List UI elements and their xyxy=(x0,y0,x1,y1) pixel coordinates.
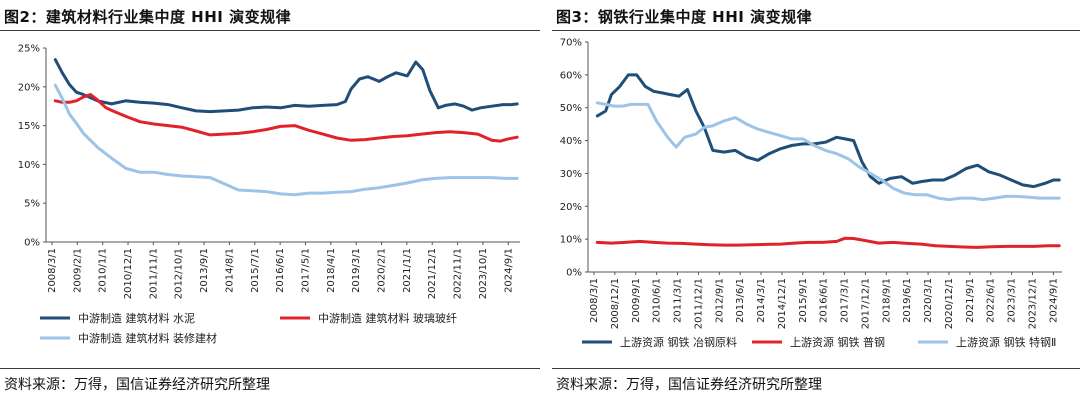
x-tick-label: 2021/12/1 xyxy=(427,248,438,299)
x-tick-label: 2012/10/1 xyxy=(174,248,185,299)
series-line xyxy=(595,101,1061,202)
x-tick-label: 2020/2/1 xyxy=(377,248,388,293)
legend-label: 上游资源 钢铁 特钢Ⅱ xyxy=(956,335,1056,349)
legend-label: 中游制造 建筑材料 水泥 xyxy=(78,311,195,325)
x-tick-label: 2016/6/1 xyxy=(275,248,286,293)
x-tick-label: 2011/11/1 xyxy=(148,248,159,299)
x-tick-label: 2013/9/1 xyxy=(199,248,210,293)
x-tick-label: 2017/3/1 xyxy=(840,278,851,323)
legend-label: 上游资源 钢铁 普钢 xyxy=(790,335,885,349)
source-divider xyxy=(552,368,1080,369)
x-tick-label: 2022/6/1 xyxy=(986,278,997,323)
x-tick-label: 2019/6/1 xyxy=(902,278,913,323)
x-tick-label: 2014/8/1 xyxy=(224,248,235,293)
x-tick-label: 2010/6/1 xyxy=(652,278,663,323)
x-tick-label: 2014/12/1 xyxy=(777,278,788,329)
title-divider xyxy=(552,30,1080,31)
source-note: 资料来源：万得，国信证券经济研究所整理 xyxy=(556,377,822,393)
x-tick-label: 2016/6/1 xyxy=(819,278,830,323)
x-tick-label: 2017/5/1 xyxy=(300,248,311,293)
x-tick-label: 2008/12/1 xyxy=(610,278,621,329)
series-line xyxy=(53,58,519,114)
figure-title: 图2：建筑材料行业集中度 HHI 演变规律 xyxy=(4,8,292,26)
y-tick-label: 40% xyxy=(560,136,582,147)
chart-panel-building-materials: 图2：建筑材料行业集中度 HHI 演变规律 0% 5% 10% 15% 20% 25% 20… xyxy=(0,8,540,393)
title-divider xyxy=(0,30,540,31)
x-tick-label: 2009/2/1 xyxy=(72,248,83,293)
x-tick-label: 2008/3/1 xyxy=(589,278,600,323)
x-tick-label: 2014/3/1 xyxy=(756,278,767,323)
y-tick-label: 15% xyxy=(18,121,40,132)
x-tick-label: 2008/3/1 xyxy=(47,248,58,293)
hhi-line-chart: 0% 5% 10% 15% 20% 25% 2008/3/1 2009/2/1 2010/1/1… xyxy=(18,44,520,345)
x-tick-label: 2022/11/1 xyxy=(453,248,464,299)
x-tick-label: 2015/7/1 xyxy=(250,248,261,293)
x-tick-label: 2024/9/1 xyxy=(1048,278,1059,323)
series-line xyxy=(595,236,1061,249)
legend-label: 上游资源 钢铁 冶钢原料 xyxy=(620,335,737,349)
series-line xyxy=(53,83,519,197)
x-tick-label: 2021/1/1 xyxy=(402,248,413,293)
y-tick-label: 5% xyxy=(24,199,40,210)
y-tick-label: 30% xyxy=(560,169,582,180)
x-tick-label: 2010/12/1 xyxy=(123,248,134,299)
legend-label: 中游制造 建筑材料 装修建材 xyxy=(78,331,217,345)
x-tick-label: 2019/3/1 xyxy=(351,248,362,293)
x-tick-label: 2023/3/1 xyxy=(1007,278,1018,323)
x-tick-label: 2013/6/1 xyxy=(735,278,746,323)
x-tick-label: 2011/3/1 xyxy=(673,278,684,323)
series-line xyxy=(595,73,1061,189)
x-tick-label: 2010/1/1 xyxy=(98,248,109,293)
y-tick-label: 60% xyxy=(560,70,582,81)
y-tick-label: 0% xyxy=(24,238,40,249)
figure-title: 图3：钢铁行业集中度 HHI 演变规律 xyxy=(556,8,813,26)
x-tick-label: 2011/12/1 xyxy=(693,278,704,329)
y-tick-label: 25% xyxy=(18,44,40,55)
y-tick-label: 20% xyxy=(18,82,40,93)
x-tick-label: 2023/10/1 xyxy=(478,248,489,299)
y-tick-label: 10% xyxy=(560,235,582,246)
x-tick-label: 2020/3/1 xyxy=(923,278,934,323)
legend-label: 中游制造 建筑材料 玻璃玻纤 xyxy=(318,311,457,325)
y-tick-label: 50% xyxy=(560,103,582,114)
y-tick-label: 10% xyxy=(18,160,40,171)
hhi-line-chart: 0% 10% 20% 30% 40% 50% 60% 70% 2008/3/1 2008/12/1… xyxy=(560,38,1062,349)
chart-panel-steel: 图3：钢铁行业集中度 HHI 演变规律 0% 10% 20% 30% 40% 50% 60%… xyxy=(552,0,1080,400)
source-divider xyxy=(0,368,540,369)
y-tick-label: 0% xyxy=(566,268,582,279)
x-tick-label: 2018/4/1 xyxy=(326,248,337,293)
x-tick-label: 2021/9/1 xyxy=(965,278,976,323)
y-tick-label: 20% xyxy=(560,202,582,213)
x-tick-label: 2017/12/1 xyxy=(860,278,871,329)
y-tick-label: 70% xyxy=(560,38,582,49)
x-tick-label: 2024/9/1 xyxy=(503,248,514,293)
source-note: 资料来源：万得，国信证券经济研究所整理 xyxy=(4,377,270,393)
chart-legend: 上游资源 钢铁 冶钢原料 上游资源 钢铁 普钢 上游资源 钢铁 特钢Ⅱ xyxy=(582,335,1056,349)
series-line xyxy=(53,93,519,143)
x-tick-label: 2015/9/1 xyxy=(798,278,809,323)
x-tick-label: 2009/9/1 xyxy=(631,278,642,323)
x-tick-label: 2020/12/1 xyxy=(944,278,955,329)
x-tick-label: 2018/9/1 xyxy=(881,278,892,323)
x-tick-label: 2023/12/1 xyxy=(1028,278,1039,329)
x-tick-label: 2012/9/1 xyxy=(714,278,725,323)
